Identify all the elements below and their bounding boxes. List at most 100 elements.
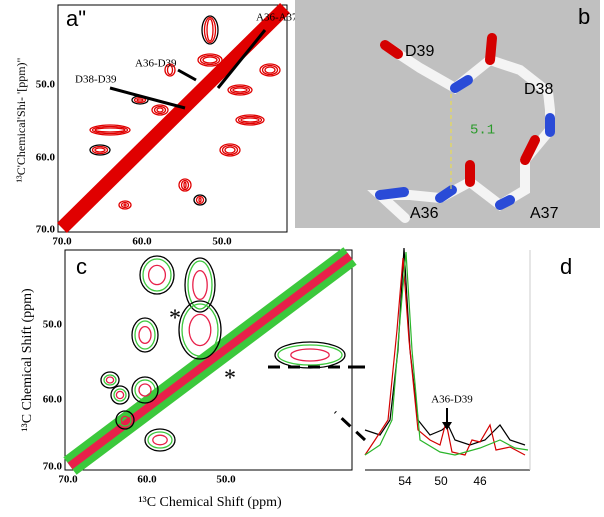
contour <box>197 53 223 67</box>
panel-label: b <box>578 4 590 29</box>
residue-label: D38 <box>524 81 553 98</box>
contour <box>198 197 202 203</box>
contour <box>138 383 152 397</box>
contour <box>232 87 248 93</box>
spectrum <box>364 251 529 456</box>
contour <box>115 390 125 400</box>
contour <box>240 117 260 123</box>
y-tick-label: 60.0 <box>43 394 63 406</box>
contour <box>237 115 263 125</box>
x-tick-label: 46 <box>473 474 487 488</box>
contour <box>180 179 190 191</box>
contour <box>89 124 131 136</box>
contour <box>110 385 130 405</box>
contour <box>131 376 159 404</box>
panel-a: a" ¹³C'Chemical'Shi- '[ppm)" 70.0 60.0 5… <box>14 3 298 248</box>
contour <box>206 18 214 42</box>
residue-label: A37 <box>530 205 559 222</box>
contour <box>144 428 176 452</box>
contour <box>290 348 330 362</box>
panel-label: a" <box>66 6 86 31</box>
contour <box>203 16 217 44</box>
contour <box>120 201 130 209</box>
contour <box>118 200 132 210</box>
spectrum <box>364 247 526 446</box>
contour <box>229 85 251 95</box>
panel-b: b D39 D38 A36 A37 5.1 <box>295 0 600 228</box>
contour <box>195 195 205 205</box>
contour <box>136 98 144 102</box>
contour <box>118 413 132 427</box>
x-tick-label: 54 <box>398 474 412 488</box>
contour <box>261 64 279 76</box>
arrows <box>109 29 267 110</box>
x-tick-label: 60.0 <box>132 236 152 248</box>
connector <box>333 410 367 442</box>
marker: * <box>224 366 236 392</box>
x-tick-label: 50 <box>434 474 448 488</box>
y-axis-label: ¹³C Chemical Shift (ppm) <box>20 288 35 432</box>
contour <box>113 388 127 402</box>
contour <box>227 84 253 96</box>
contour <box>264 66 276 74</box>
contour <box>221 144 239 156</box>
contour <box>235 114 265 126</box>
x-tick-label: 50.0 <box>212 236 232 248</box>
contours <box>63 247 357 475</box>
distance-label: 5.1 <box>470 123 495 139</box>
contour <box>259 63 281 77</box>
x-tick-label: 70.0 <box>58 474 78 486</box>
x-tick-label: 50.0 <box>216 474 236 486</box>
contour <box>156 107 164 113</box>
contour <box>142 258 172 292</box>
contour <box>120 415 130 425</box>
contour <box>138 325 152 345</box>
y-tick-label: 70.0 <box>43 461 63 473</box>
contour <box>184 257 216 313</box>
contour <box>100 371 120 389</box>
contour <box>192 269 208 301</box>
annotation: A36-D39 <box>431 394 473 406</box>
contour <box>105 376 115 384</box>
contour <box>178 300 222 360</box>
contour <box>153 105 167 115</box>
diagonal <box>57 3 290 233</box>
contour <box>202 56 218 64</box>
contour <box>224 146 236 154</box>
panel-label: d <box>560 254 572 279</box>
y-tick-label: 50.0 <box>36 79 56 91</box>
contour <box>188 313 212 347</box>
diagonal <box>67 252 353 470</box>
contour <box>94 127 126 133</box>
panel-d: d 54 50 46 A36-D39 <box>364 247 572 488</box>
contour <box>123 203 127 207</box>
contour <box>139 255 175 295</box>
marker: * <box>169 306 181 332</box>
contour <box>181 303 219 357</box>
contour <box>115 410 135 430</box>
contour <box>187 260 213 310</box>
contour <box>201 15 219 45</box>
arrow-head <box>442 422 452 430</box>
contour <box>103 374 117 386</box>
spectrum <box>364 257 526 456</box>
contour <box>183 181 187 189</box>
contours <box>57 3 290 233</box>
annotation: A36-D39 <box>135 58 177 70</box>
contour <box>152 434 168 446</box>
contour <box>199 54 221 66</box>
x-tick-label: 60.0 <box>137 474 157 486</box>
contour <box>277 344 343 366</box>
x-axis-label: ¹³C Chemical Shift (ppm) <box>138 495 282 510</box>
contour <box>131 317 159 353</box>
panel-label: c <box>76 254 87 279</box>
annotation: A36-A37 <box>256 12 298 24</box>
y-tick-label: 70.0 <box>36 224 56 236</box>
contour <box>219 143 241 157</box>
y-tick-label: 60.0 <box>36 152 56 164</box>
contour <box>89 144 111 156</box>
x-tick-label: 70.0 <box>52 236 72 248</box>
contour <box>164 63 176 77</box>
contour <box>147 264 167 286</box>
